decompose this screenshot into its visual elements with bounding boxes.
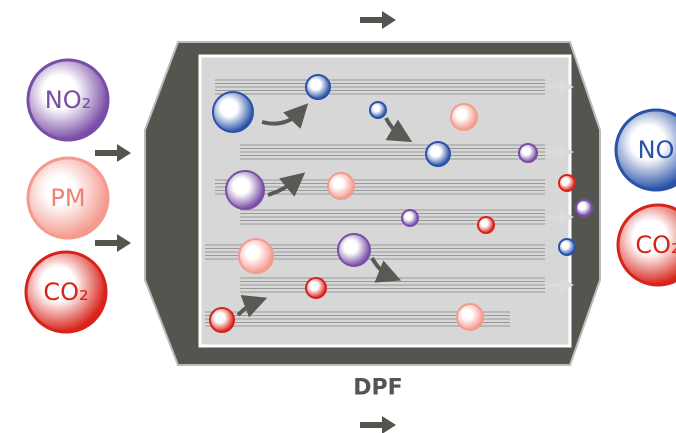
input-label: NO₂ <box>45 86 91 114</box>
input-bubble <box>26 156 110 240</box>
output-bubble <box>614 108 676 192</box>
input-bubble <box>26 58 110 142</box>
input-label: PM <box>50 184 85 212</box>
output-label: NO <box>638 136 675 164</box>
reaction-arrows <box>236 103 413 318</box>
filter-label: DPF <box>353 376 402 401</box>
outlet-arrows <box>545 79 574 293</box>
input-bubble <box>24 250 108 334</box>
input-label: CO₂ <box>43 278 88 306</box>
output-label: CO₂ <box>635 231 676 259</box>
flow-arrows <box>95 11 396 433</box>
output-bubble <box>616 203 676 287</box>
particles <box>209 74 593 333</box>
